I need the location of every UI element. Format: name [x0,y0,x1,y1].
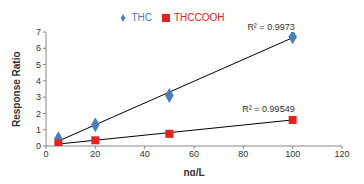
svg-text:7: 7 [36,27,41,37]
svg-text:R² = 0.99549: R² = 0.99549 [242,104,294,114]
svg-text:0: 0 [43,149,48,159]
html-text:THC: THC [131,12,152,23]
svg-text:3: 3 [36,92,41,102]
svg-text:80: 80 [238,149,248,159]
svg-text:ng/L: ng/L [183,167,204,176]
svg-text:100: 100 [285,149,300,159]
svg-text:2: 2 [36,109,41,119]
svg-text:Response Ratio: Response Ratio [11,51,22,127]
svg-text:20: 20 [90,149,100,159]
svg-text:6: 6 [36,43,41,53]
svg-text:1: 1 [36,125,41,135]
html-text:THCCOOH: THCCOOH [174,12,225,23]
svg-text:40: 40 [140,149,150,159]
svg-text:4: 4 [36,76,41,86]
svg-text:R² = 0.9973: R² = 0.9973 [247,22,294,32]
svg-text:120: 120 [334,149,349,159]
svg-text:5: 5 [36,60,41,70]
svg-text:60: 60 [189,149,199,159]
svg-text:0: 0 [36,141,41,151]
